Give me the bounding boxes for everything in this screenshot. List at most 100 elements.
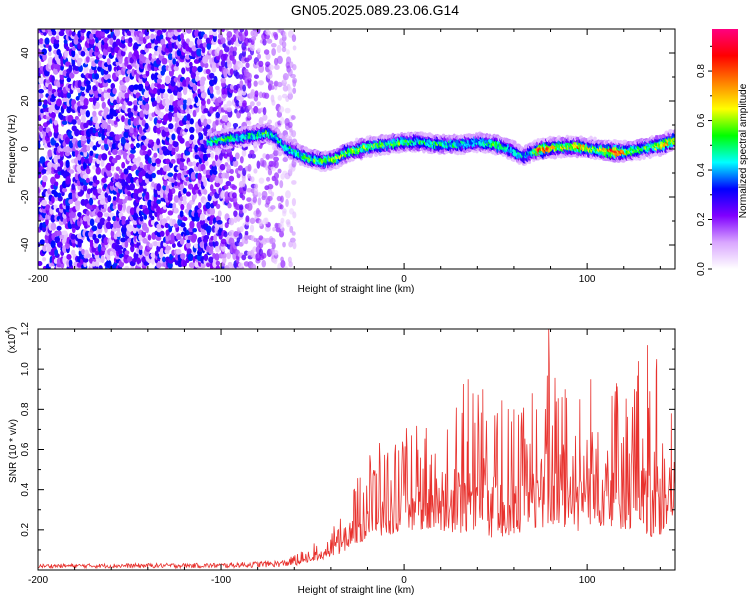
spectrogram-cell [95, 101, 100, 110]
spectrogram-cell [48, 45, 52, 52]
spectrogram-cell [249, 149, 255, 155]
spectrogram-cell [260, 252, 267, 259]
spectrogram-cell [182, 216, 188, 222]
spectrogram-cell [62, 97, 68, 103]
spectrogram-cell [284, 107, 291, 114]
spectrogram-cell [135, 142, 141, 148]
spectrogram-cell [239, 204, 244, 211]
spectrogram-cell [290, 115, 296, 120]
spectrogram-cell [246, 120, 252, 126]
spectrogram-cell [80, 29, 86, 34]
spectrogram-cell [280, 256, 284, 262]
spectrogram-cell [56, 225, 62, 231]
spectrogram-cell [270, 191, 275, 197]
spectrogram-cell [221, 29, 225, 33]
spectrogram-cell [220, 37, 226, 44]
spectrogram-cell [122, 203, 127, 211]
spectrogram-cell [200, 76, 207, 82]
spectrogram-cell [57, 192, 62, 198]
spectrogram-cell [144, 103, 150, 111]
spectrogram-cell [38, 125, 44, 132]
spectrogram-cell [226, 107, 232, 113]
spectrogram-cell [245, 215, 250, 223]
spectrogram-cell [271, 48, 276, 56]
spectrogram-cell [121, 178, 126, 187]
spectrogram-cell [45, 214, 49, 220]
spectrogram-cell [100, 191, 106, 199]
spectrogram-cell [189, 61, 193, 68]
spectrogram-cell [128, 37, 133, 44]
spectrogram-cell [39, 93, 44, 99]
spectrogram-cell [103, 72, 110, 81]
spectrogram-cell [261, 259, 267, 268]
spectrogram-cell [203, 179, 207, 188]
spectrogram-cell [89, 218, 95, 227]
spectrogram-cell [50, 214, 56, 223]
spectrogram-cell [68, 199, 74, 205]
spectrogram-cell [206, 98, 211, 105]
spectrogram-cell [278, 106, 285, 113]
spectrogram-cell [273, 160, 279, 169]
spectrogram-cell [121, 35, 125, 41]
spectrogram-cell [106, 58, 111, 66]
spectrogram-cell [238, 165, 243, 171]
spectrogram-cell [229, 168, 234, 175]
spectrogram-cell [282, 73, 289, 81]
spectrogram-cell [110, 229, 115, 238]
spectrogram-cell [97, 188, 102, 194]
spectrogram-cell [107, 195, 112, 203]
spectrogram-cell [246, 72, 252, 80]
spectrogram-cell [42, 257, 47, 262]
spectrogram-cell [169, 94, 174, 102]
spectrogram-cell [279, 180, 284, 189]
spectrogram-cell [56, 48, 61, 56]
spectrogram-cell [281, 41, 287, 49]
spectrogram-cell [101, 60, 106, 70]
spectrogram-cell [62, 217, 67, 225]
spectrogram-cell [80, 50, 86, 57]
spectrogram-cell [54, 236, 61, 244]
spectrogram-cell [192, 161, 197, 167]
spectrogram-cell [101, 101, 106, 110]
spectrogram-cell [211, 160, 216, 167]
spectrogram-cell [51, 196, 55, 204]
spectrogram-cell [94, 261, 100, 267]
spectrogram-cell [254, 183, 259, 190]
spectrogram-cell [277, 168, 282, 174]
spectrogram-cell [228, 175, 235, 182]
spectrogram-cell [215, 203, 221, 210]
spectrogram-cell [54, 248, 59, 257]
spectrogram-cell [107, 216, 111, 222]
spectrogram-cell [106, 88, 112, 93]
spectrogram-cell [159, 230, 165, 237]
spectrogram-cell [173, 141, 179, 148]
spectrogram-cell [239, 29, 245, 33]
spectrogram-cell [63, 39, 68, 45]
spectrogram-cell [92, 145, 98, 151]
spectrogram-cell [206, 118, 212, 125]
spectrogram-cell [276, 44, 282, 54]
spectrogram-cell [57, 165, 63, 172]
spectrogram-cell [144, 29, 150, 37]
spectrogram-cell [100, 255, 105, 264]
spectrogram-cell [92, 115, 98, 124]
spectrogram-cell [53, 120, 58, 126]
spectrogram-cell [253, 168, 258, 174]
spectrogram-cell [117, 249, 123, 255]
spectrogram-cell [103, 203, 108, 209]
spectrogram-cell [95, 81, 100, 88]
spectrogram-cell [285, 190, 291, 199]
spectrogram-cell [56, 98, 62, 107]
spectrogram-cell [274, 178, 279, 186]
spectrogram-cell [47, 51, 52, 57]
spectrogram-cell [282, 31, 287, 38]
spectrogram-cell [214, 241, 219, 247]
spectrogram-cell [242, 100, 247, 107]
spectrogram-cell [235, 71, 240, 80]
spectrogram-cell [270, 94, 275, 103]
spectrogram-cell [64, 49, 68, 58]
spectrogram-cell [124, 250, 130, 255]
spectrogram-cell [107, 74, 111, 79]
spectrogram-cell [205, 68, 211, 75]
